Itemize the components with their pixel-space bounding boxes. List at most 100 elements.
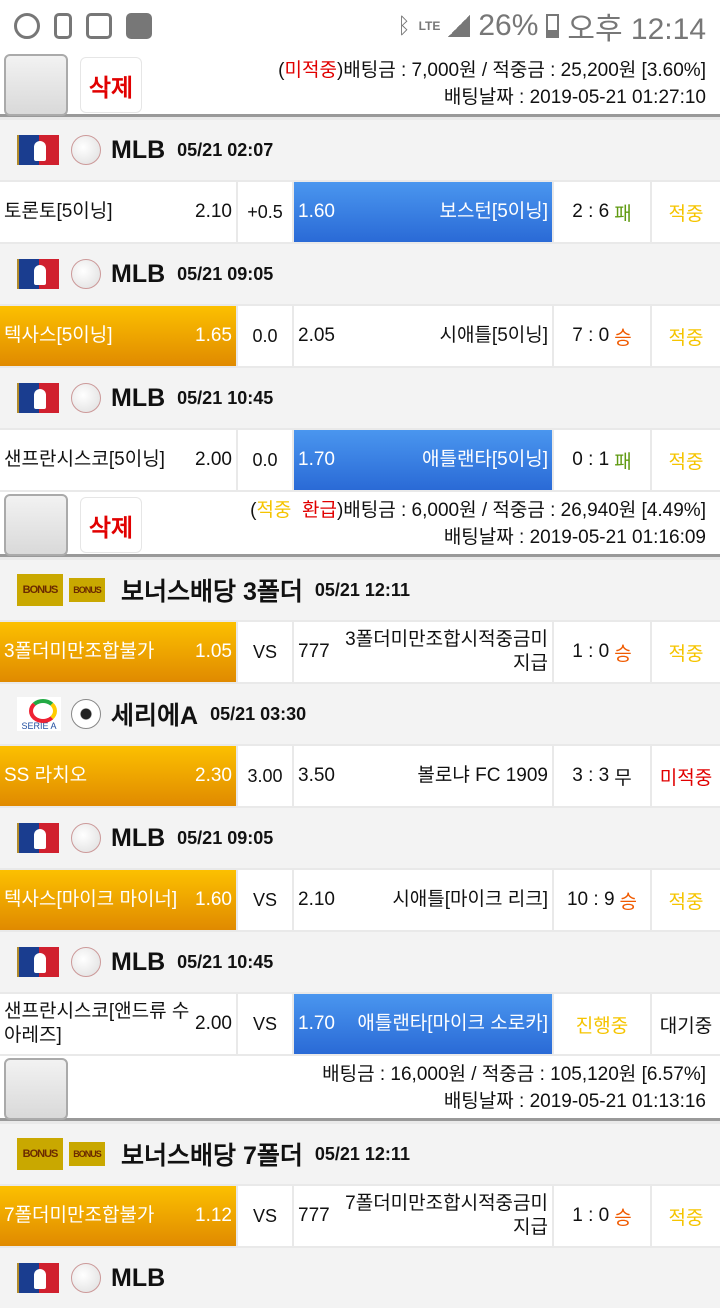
home-bet-cell[interactable]: 샌프란시스코[5이닝] 2.00 [0,430,236,490]
mail-icon [86,13,112,39]
home-odds: 2.10 [195,201,232,222]
away-team: 시애틀[마이크 리크] [392,889,548,910]
handicap-cell[interactable]: VS [238,994,292,1054]
result-status: 대기중 [652,994,720,1054]
bet-summary: 삭제 (적중 환급)배팅금 : 6,000원 / 적중금 : 26,940원 [4… [0,492,720,557]
away-bet-cell[interactable]: 1.70 애틀랜타[5이닝] [294,430,552,490]
home-odds: 1.12 [195,1205,232,1226]
handicap-cell[interactable]: 0.0 [238,430,292,490]
bet-amount: 배팅금 : 7,000원 / 적중금 : 25,200원 [3.60%] [343,60,706,81]
away-odds: 1.70 [298,449,335,470]
baseball-icon [71,259,101,289]
game-time: 05/21 03:30 [210,703,307,724]
home-bet-cell[interactable]: 7폴더미만조합불가 1.12 [0,1186,236,1246]
away-bet-cell[interactable]: 1.60 보스턴[5이닝] [294,182,552,242]
status-prefix [291,500,302,521]
handicap-cell[interactable]: +0.5 [238,182,292,242]
home-bet-cell[interactable]: 토론토[5이닝] 2.10 [0,182,236,242]
away-bet-cell[interactable]: 1.70 애틀랜타[마이크 소로카] [294,994,552,1054]
handicap-cell[interactable]: VS [238,622,292,682]
home-team: 텍사스[5이닝] [4,325,113,346]
league-header: MLB [0,1248,720,1308]
home-bet-cell[interactable]: SS 라치오 2.30 [0,746,236,806]
youtube-icon [126,13,152,39]
u-plus-icon [14,13,40,39]
delete-button[interactable]: 삭제 [80,497,142,553]
league-name: 세리에A [111,702,199,730]
away-team: 3폴더미만조합시적중금미지급 [345,629,548,674]
delete-button[interactable]: 삭제 [80,57,142,113]
away-bet-cell[interactable]: 777 3폴더미만조합시적중금미지급 [294,622,552,682]
league-name: MLB [111,383,166,412]
handicap-cell[interactable]: 0.0 [238,306,292,366]
away-bet-cell[interactable]: 2.05 시애틀[5이닝] [294,306,552,366]
handicap-cell[interactable]: VS [238,870,292,930]
home-team: 7폴더미만조합불가 [4,1205,155,1226]
result-status: 적중 [652,430,720,490]
away-bet-cell[interactable]: 3.50 볼로냐 FC 1909 [294,746,552,806]
mlb-logo-icon [17,259,59,289]
home-team: 샌프란시스코[앤드류 수아레즈] [4,1001,190,1046]
home-odds: 1.60 [195,889,232,910]
bet-list: 삭제 (미적중)배팅금 : 7,000원 / 적중금 : 25,200원 [3.6… [0,52,720,1308]
status-bar: ᛒ LTE 26% 오후 12:14 [0,0,720,52]
result-status: 미적중 [652,746,720,806]
select-checkbox[interactable] [4,54,68,116]
home-team: 텍사스[마이크 마이너] [4,889,178,910]
result-status: 적중 [652,870,720,930]
status-prefix: 미적중 [284,60,337,81]
outcome: 패 [614,203,632,225]
status-prefix: ( [278,60,285,81]
status-prefix: 적중 [256,500,292,521]
away-odds: 1.60 [298,201,335,222]
home-bet-cell[interactable]: 텍사스[5이닝] 1.65 [0,306,236,366]
away-team: 애틀랜타[5이닝] [421,449,548,470]
league-header: MLB 05/21 09:05 [0,244,720,304]
select-checkbox[interactable] [4,494,68,556]
league-header: MLB 05/21 02:07 [0,120,720,180]
lte-icon: LTE [418,19,441,33]
league-name: MLB [111,1263,166,1292]
home-team: 3폴더미만조합불가 [4,641,155,662]
game-time: 05/21 09:05 [177,263,274,284]
baseball-icon [71,823,101,853]
league-name: MLB [111,135,166,164]
score: 1 : 0 [572,641,610,662]
match-row: SS 라치오 2.30 3.00 3.50 볼로냐 FC 1909 3 : 3 무 미적중 [0,746,720,806]
status-prefix: ) [336,500,344,521]
outcome: 승 [619,891,638,913]
result-status: 적중 [652,622,720,682]
league-name: 보너스배당 7폴더 [121,1142,303,1170]
battery-text: 26% [478,9,539,42]
bluetooth-icon: ᛒ [397,13,411,38]
score: 3 : 3 [572,765,610,786]
game-time: 05/21 10:45 [177,387,274,408]
league-name: MLB [111,947,166,976]
home-bet-cell[interactable]: 샌프란시스코[앤드류 수아레즈] 2.00 [0,994,236,1054]
home-bet-cell[interactable]: 텍사스[마이크 마이너] 1.60 [0,870,236,930]
score: 7 : 0 [572,325,610,346]
soccer-ball-icon [71,699,101,729]
handicap-cell[interactable]: VS [238,1186,292,1246]
bet-date: 배팅날짜 : 2019-05-21 01:13:16 [443,1091,706,1112]
result-status: 적중 [652,1186,720,1246]
away-bet-cell[interactable]: 2.10 시애틀[마이크 리크] [294,870,552,930]
handicap-cell[interactable]: 3.00 [238,746,292,806]
score: 1 : 0 [572,1205,610,1226]
away-bet-cell[interactable]: 777 7폴더미만조합시적중금미지급 [294,1186,552,1246]
battery-icon [546,14,560,38]
bonus-icon: BONUS [69,1142,105,1166]
league-header: BONUS BONUS 보너스배당 7폴더 05/21 12:11 [0,1124,720,1184]
select-checkbox[interactable] [4,1058,68,1120]
away-team: 시애틀[5이닝] [439,325,548,346]
home-odds: 1.05 [195,641,232,662]
away-team: 7폴더미만조합시적중금미지급 [345,1193,548,1238]
home-bet-cell[interactable]: 3폴더미만조합불가 1.05 [0,622,236,682]
match-row: 샌프란시스코[5이닝] 2.00 0.0 1.70 애틀랜타[5이닝] 0 : 1 패 적중 [0,430,720,490]
outcome: 승 [614,1207,632,1229]
serie-a-logo-icon: SERIE A [17,697,61,731]
away-team: 보스턴[5이닝] [439,201,548,222]
